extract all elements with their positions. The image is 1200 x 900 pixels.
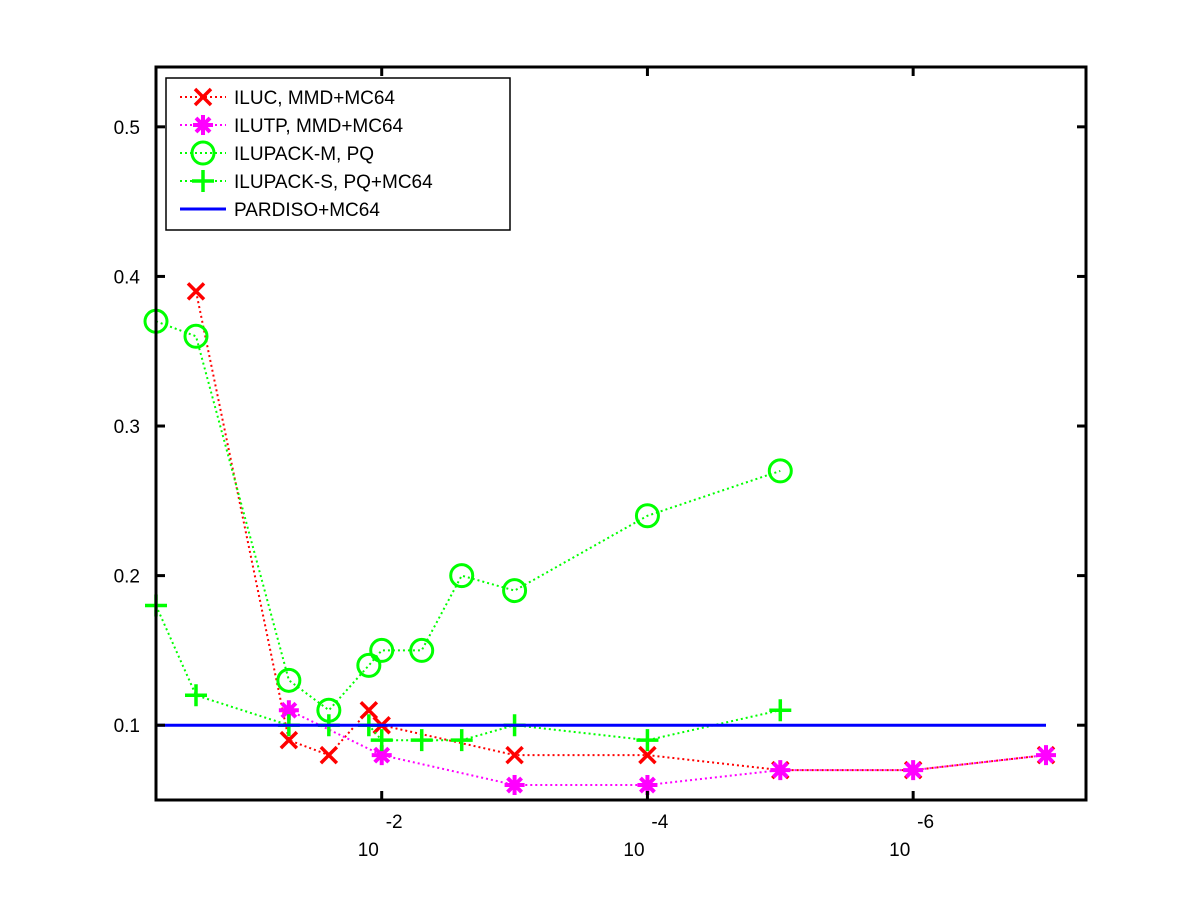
plot-frame	[154, 65, 1088, 802]
data-point	[183, 323, 209, 349]
legend-item: ILUPACK-S, PQ+MC64	[180, 170, 433, 193]
data-point	[276, 667, 302, 693]
data-point	[409, 637, 435, 663]
legend-label: ILUC, MMD+MC64	[234, 88, 395, 109]
data-point	[371, 745, 392, 766]
series-line	[195, 291, 1047, 772]
data-point	[356, 652, 382, 678]
y-tick-label: 0.2	[114, 567, 140, 588]
data-point	[184, 684, 207, 707]
legend-label: ILUPACK-S, PQ+MC64	[234, 172, 433, 193]
data-point	[186, 282, 206, 301]
tick-layer: 0.1 0.2 0.3 0.4 0.5 10 -2 10 -4 10 -6	[114, 67, 1086, 861]
y-tick-label: 0.1	[114, 716, 140, 737]
data-point	[769, 699, 792, 722]
x-tick-label-base: 10	[623, 840, 644, 861]
x-tick-label-exponent: -4	[651, 812, 668, 833]
data-point	[193, 115, 213, 135]
data-point	[770, 760, 791, 781]
data-point	[638, 745, 657, 765]
y-tick-label: 0.3	[114, 417, 140, 438]
legend-label: PARDISO+MC64	[234, 200, 380, 221]
legend-item: ILUC, MMD+MC64	[180, 87, 395, 109]
data-point	[636, 729, 659, 752]
legend-item: ILUPACK-M, PQ	[180, 140, 374, 166]
data-point	[370, 729, 393, 752]
legend-item: ILUTP, MMD+MC64	[180, 115, 404, 137]
data-point	[449, 563, 475, 589]
x-tick-label-exponent: -2	[386, 812, 403, 833]
data-point	[359, 701, 379, 720]
data-point	[369, 637, 395, 663]
data-point	[767, 458, 793, 484]
y-tick-label: 0.5	[114, 118, 140, 139]
legend-label: ILUPACK-M, PQ	[234, 144, 374, 165]
data-point	[279, 730, 299, 750]
data-point	[504, 775, 525, 796]
series-circle	[143, 308, 793, 723]
data-point	[278, 700, 299, 721]
data-point	[502, 578, 528, 604]
data-point	[505, 745, 524, 765]
data-point	[192, 170, 214, 192]
x-tick-label-base: 10	[889, 840, 910, 861]
legend-label: ILUTP, MMD+MC64	[234, 116, 404, 137]
data-point	[190, 140, 216, 166]
series-asterisk	[278, 700, 1057, 796]
legend-box	[165, 77, 511, 231]
legend: ILUC, MMD+MC64 ILUTP, MMD+MC64 ILUPACK-M, …	[165, 77, 511, 231]
data-point	[1036, 745, 1057, 766]
series-layer	[143, 282, 1057, 796]
data-point	[634, 503, 660, 529]
data-point	[319, 745, 339, 765]
legend-item: PARDISO+MC64	[180, 200, 380, 221]
data-point	[193, 87, 213, 107]
data-point	[450, 729, 473, 752]
y-tick-label: 0.4	[114, 267, 141, 288]
data-point	[903, 760, 924, 781]
data-point	[637, 775, 658, 796]
series-line	[155, 320, 781, 712]
x-tick-label-base: 10	[358, 840, 379, 861]
data-point	[410, 729, 433, 752]
x-tick-label-exponent: -6	[917, 812, 934, 833]
